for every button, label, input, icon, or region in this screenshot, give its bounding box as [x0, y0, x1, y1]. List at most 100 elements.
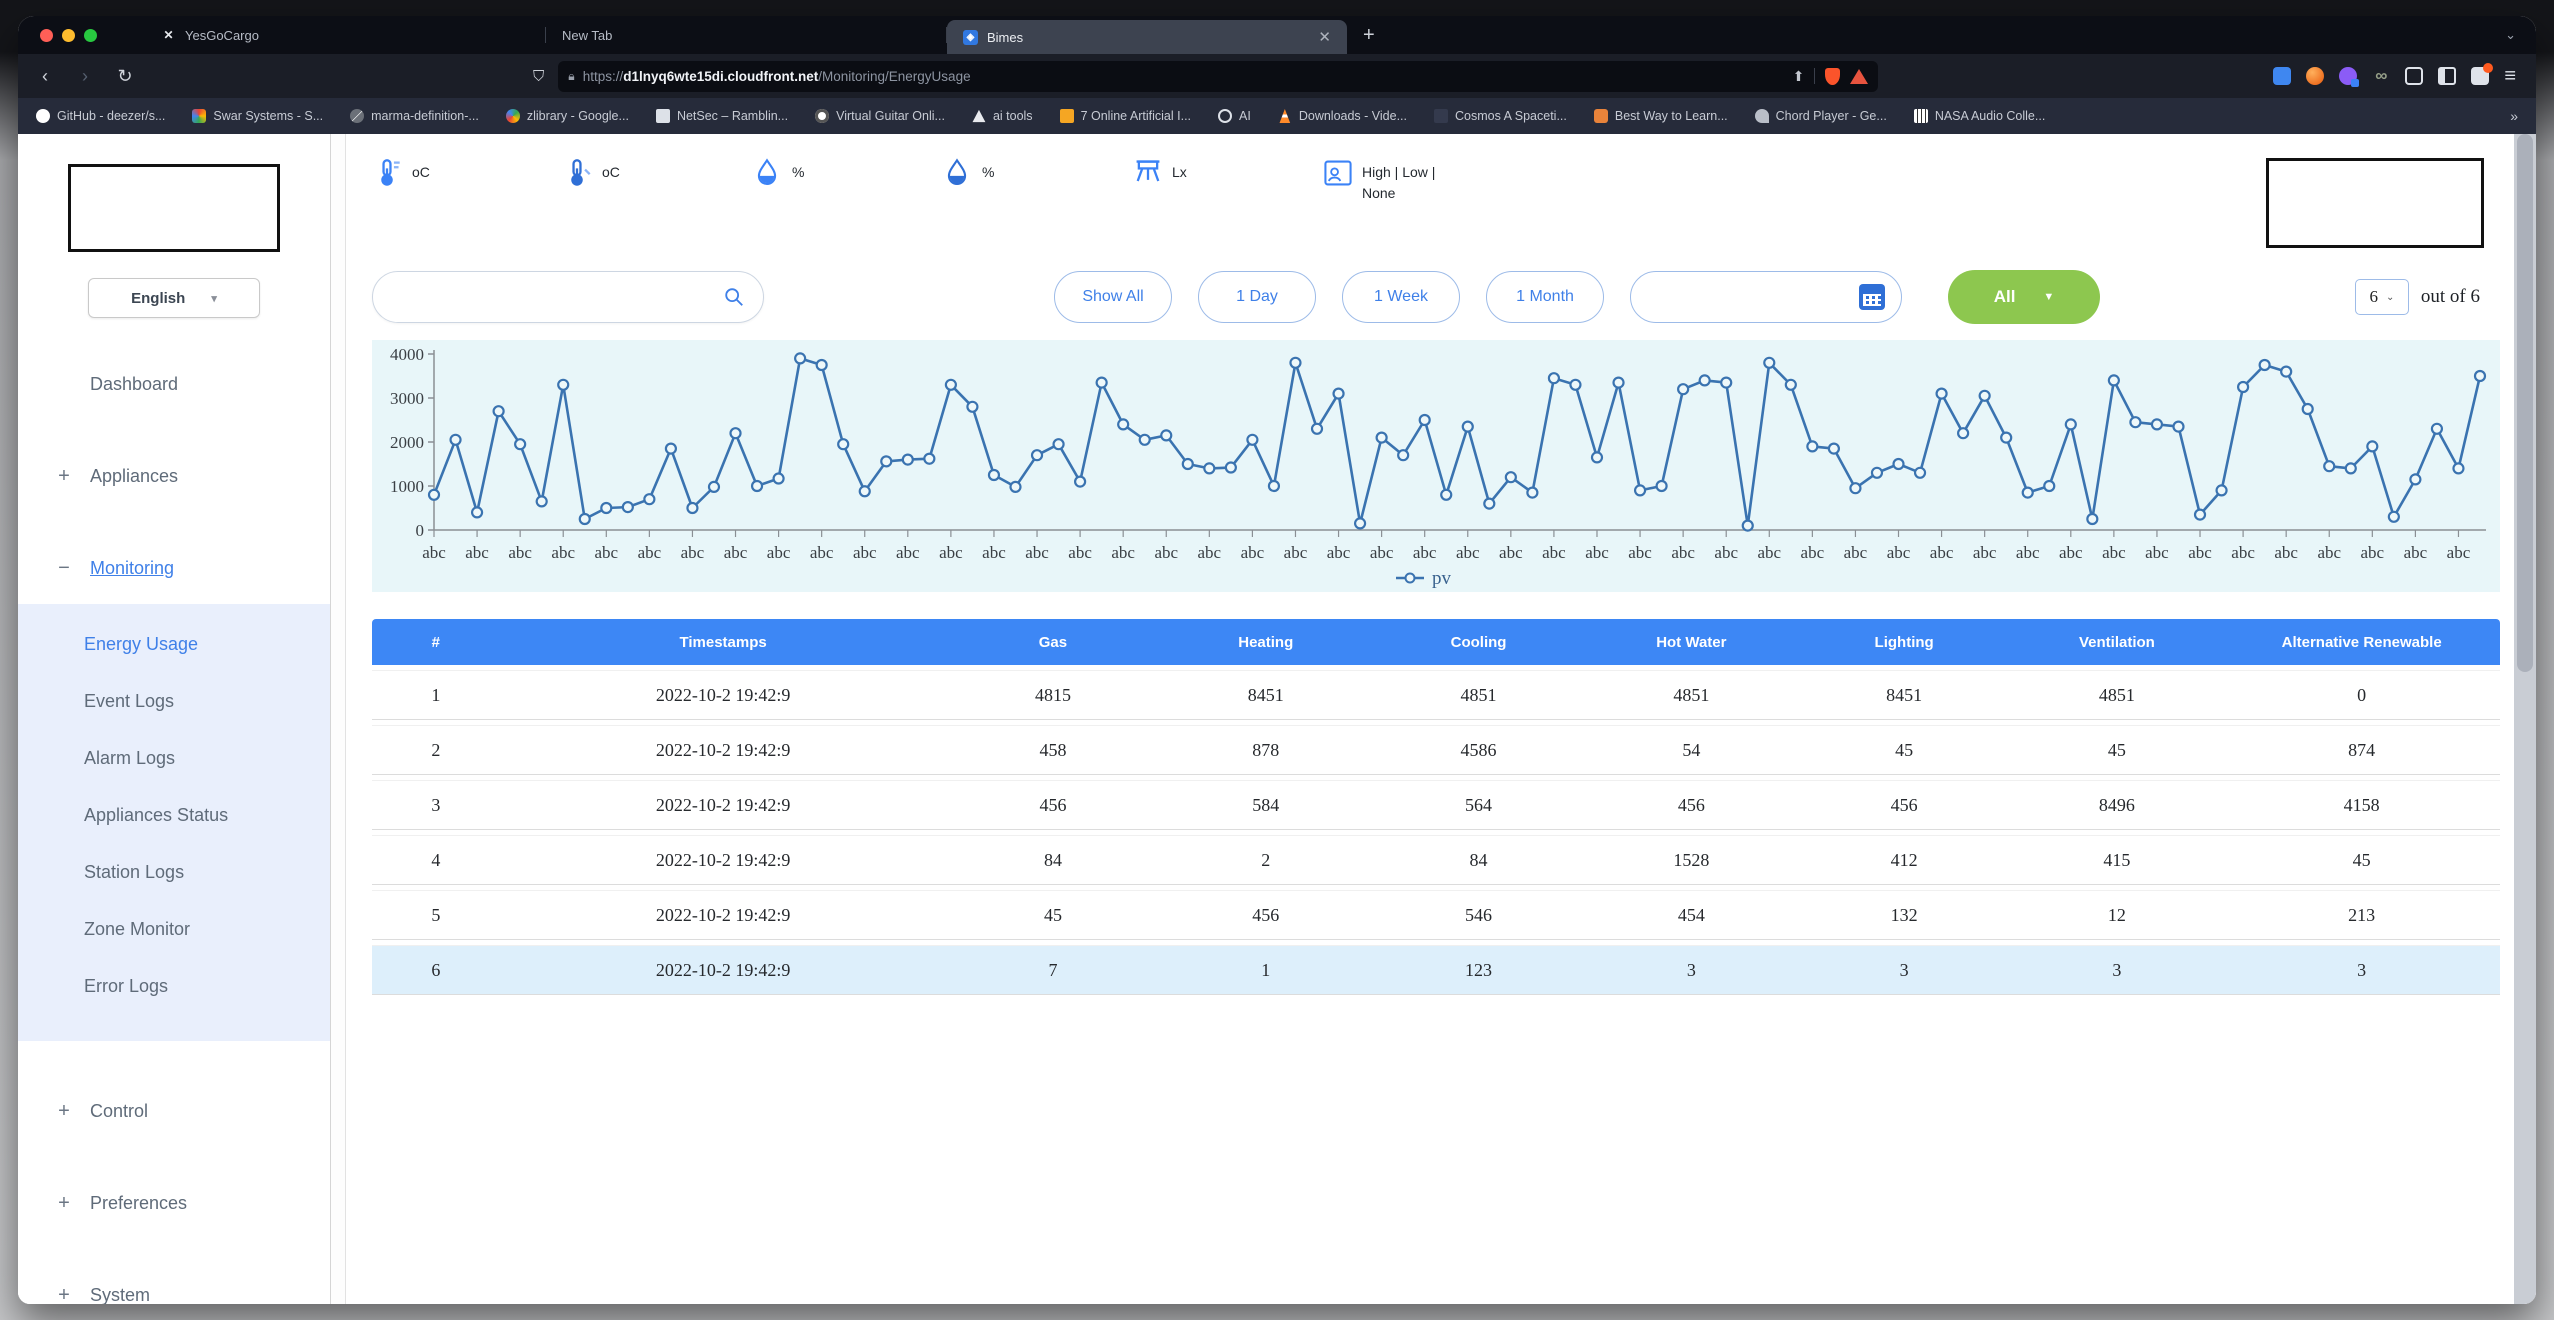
url-bar[interactable]: 🔒︎ https://d1lnyq6wte15di.cloudfront.net…	[558, 60, 1879, 92]
infinity-extension-icon[interactable]	[2372, 67, 2390, 85]
category-label: All	[1993, 287, 2016, 306]
sidebar-subitem-error-logs[interactable]: Error Logs	[84, 976, 169, 996]
1-month-button[interactable]: 1 Month	[1486, 271, 1604, 323]
sidebar-subitem-station-logs[interactable]: Station Logs	[84, 862, 185, 882]
sidebar-subitem-energy-usage[interactable]: Energy Usage	[84, 634, 199, 654]
bookmark-label: NASA Audio Colle...	[1934, 109, 2046, 123]
language-select[interactable]: English ▾	[88, 278, 260, 318]
sidebar-item-preferences[interactable]: + Preferences	[18, 1181, 330, 1225]
purple-extension-icon[interactable]	[2339, 67, 2360, 87]
aiglobe-favicon-icon	[1218, 109, 1233, 123]
reload-button[interactable]: ↻	[117, 65, 133, 86]
svg-text:abc: abc	[939, 543, 963, 562]
divider	[1814, 68, 1816, 84]
svg-text:abc: abc	[2447, 543, 2471, 562]
table-cell: 456	[946, 780, 1160, 830]
bookmark-flag-icon[interactable]: ⛉	[533, 67, 545, 85]
1-week-button[interactable]: 1 Week	[1342, 271, 1460, 323]
search-icon[interactable]	[723, 286, 745, 308]
browser-tab-bimes[interactable]: ◈ Bimes ✕	[947, 20, 1347, 54]
sidebar-subitem-zone-monitor[interactable]: Zone Monitor	[84, 919, 191, 939]
date-input[interactable]	[1647, 288, 1859, 306]
expand-icon[interactable]: +	[58, 1191, 70, 1214]
expand-icon[interactable]: +	[58, 1099, 70, 1122]
svg-text:abc: abc	[1499, 543, 1523, 562]
browser-tab-yesgocargo[interactable]: ✕ YesGoCargo	[145, 16, 545, 54]
bookmark-label: Best Way to Learn...	[1614, 109, 1728, 123]
page-scrollbar[interactable]	[2514, 134, 2536, 1304]
zoom-window-button[interactable]	[84, 28, 97, 42]
table-row[interactable]: 3 2022-10-2 19:42:9 456 584 564 456 456 8496 415…	[372, 780, 2500, 830]
svg-text:abc: abc	[1671, 543, 1695, 562]
category-dropdown-button[interactable]: All ▼	[1948, 270, 2100, 324]
svg-text:abc: abc	[1370, 543, 1394, 562]
table-row[interactable]: 2 2022-10-2 19:42:9 458 878 4586 54 45 45 874	[372, 725, 2500, 775]
sidebar-item-monitoring[interactable]: − Monitoring	[18, 546, 330, 590]
translate-extension-icon[interactable]	[2273, 67, 2292, 85]
sidebar-item-system[interactable]: + System	[18, 1273, 330, 1305]
bookmark-item[interactable]: NetSec – Ramblin...	[655, 109, 788, 123]
bookmark-item[interactable]: Cosmos A Spaceti...	[1434, 109, 1567, 123]
bookmark-item[interactable]: 7 Online Artificial I...	[1059, 109, 1191, 123]
bookmark-item[interactable]: NASA Audio Colle...	[1913, 109, 2046, 123]
tab-overflow-chevron-icon[interactable]: ⌄	[2505, 27, 2516, 42]
share-icon[interactable]: ⬆	[1792, 67, 1805, 84]
browser-tab-new-tab[interactable]: New Tab	[546, 16, 946, 54]
search-box[interactable]	[372, 271, 764, 323]
humidity-out-icon	[752, 158, 782, 188]
table-row[interactable]: 4 2022-10-2 19:42:9 84 2 84 1528 412 415 45	[372, 835, 2500, 885]
table-row[interactable]: 1 2022-10-2 19:42:9 4815 8451 4851 4851 8451 48…	[372, 670, 2500, 720]
bookmark-item[interactable]: marma-definition-...	[350, 109, 479, 123]
expand-icon[interactable]: +	[58, 1283, 70, 1305]
table-header: # Timestamps Gas Heating Cooling Hot Water Lig…	[372, 619, 2500, 665]
minimize-window-button[interactable]	[62, 28, 75, 42]
1-day-button[interactable]: 1 Day	[1198, 271, 1316, 323]
panel-extension-icon[interactable]	[2438, 67, 2457, 85]
brave-shield-icon[interactable]	[1825, 67, 1841, 85]
table-row[interactable]: 5 2022-10-2 19:42:9 45 456 546 454 132 12 213	[372, 890, 2500, 940]
expand-icon[interactable]: +	[58, 464, 70, 487]
bookmark-item[interactable]: Virtual Guitar Onli...	[815, 109, 945, 123]
sidebar-scrollbar[interactable]	[330, 134, 346, 1304]
back-button[interactable]: ‹	[42, 65, 48, 86]
sidebar-item-control[interactable]: + Control	[18, 1089, 330, 1133]
close-window-button[interactable]	[40, 28, 53, 42]
bookmark-item[interactable]: ai tools	[972, 109, 1033, 123]
search-input[interactable]	[391, 288, 723, 306]
date-box[interactable]	[1630, 271, 1902, 323]
sidebar-subitem-alarm-logs[interactable]: Alarm Logs	[84, 748, 176, 768]
collapse-icon[interactable]: −	[58, 556, 70, 579]
close-tab-icon[interactable]: ✕	[1318, 29, 1331, 46]
aitools-favicon-icon	[972, 109, 986, 123]
bookmark-item[interactable]: GitHub - deezer/s...	[36, 109, 165, 123]
new-tab-button[interactable]: +	[1363, 23, 1375, 46]
page-size-select[interactable]: 6 ⌄	[2354, 279, 2409, 315]
sidebar-item-appliances[interactable]: + Appliances	[18, 454, 330, 498]
bookmark-item[interactable]: zlibrary - Google...	[505, 109, 629, 123]
fox-extension-icon[interactable]	[2306, 67, 2325, 85]
show-all-button[interactable]: Show All	[1054, 271, 1172, 323]
bookmarks-overflow-chevron[interactable]: »	[2510, 108, 2518, 124]
sidebar-item-dashboard[interactable]: Dashboard	[18, 362, 330, 406]
vpn-triangle-icon[interactable]	[1850, 68, 1869, 84]
bookmark-item[interactable]: Downloads - Vide...	[1278, 109, 1407, 123]
sidebar-subitem-appliances-status[interactable]: Appliances Status	[84, 805, 229, 825]
bookmark-item[interactable]: AI	[1218, 109, 1251, 123]
forward-button[interactable]: ›	[82, 65, 88, 86]
profile-extension-icon[interactable]	[2471, 63, 2494, 85]
calendar-icon[interactable]	[1859, 284, 1885, 310]
bookmark-item[interactable]: Chord Player - Ge...	[1754, 109, 1887, 123]
svg-text:3000: 3000	[390, 389, 424, 408]
sidebar-subitem-event-logs[interactable]: Event Logs	[84, 691, 175, 711]
url-text[interactable]: https://d1lnyq6wte15di.cloudfront.net/Mo…	[583, 69, 1785, 84]
scrollbar-thumb[interactable]	[2517, 134, 2533, 673]
menu-icon[interactable]: ≡	[2504, 64, 2516, 87]
table-cell: 458	[946, 725, 1160, 775]
puzzle-extension-icon[interactable]	[2405, 67, 2424, 85]
sidebar-item-label: Preferences	[90, 1192, 188, 1213]
bookmark-item[interactable]: Best Way to Learn...	[1593, 109, 1728, 123]
seven-favicon-icon	[1059, 109, 1074, 123]
bookmark-item[interactable]: Swar Systems - S...	[192, 109, 323, 123]
status-item-presence: High | Low | None	[1322, 158, 1512, 204]
table-row[interactable]: 6 2022-10-2 19:42:9 7 1 123 3 3 3 3	[372, 945, 2500, 995]
